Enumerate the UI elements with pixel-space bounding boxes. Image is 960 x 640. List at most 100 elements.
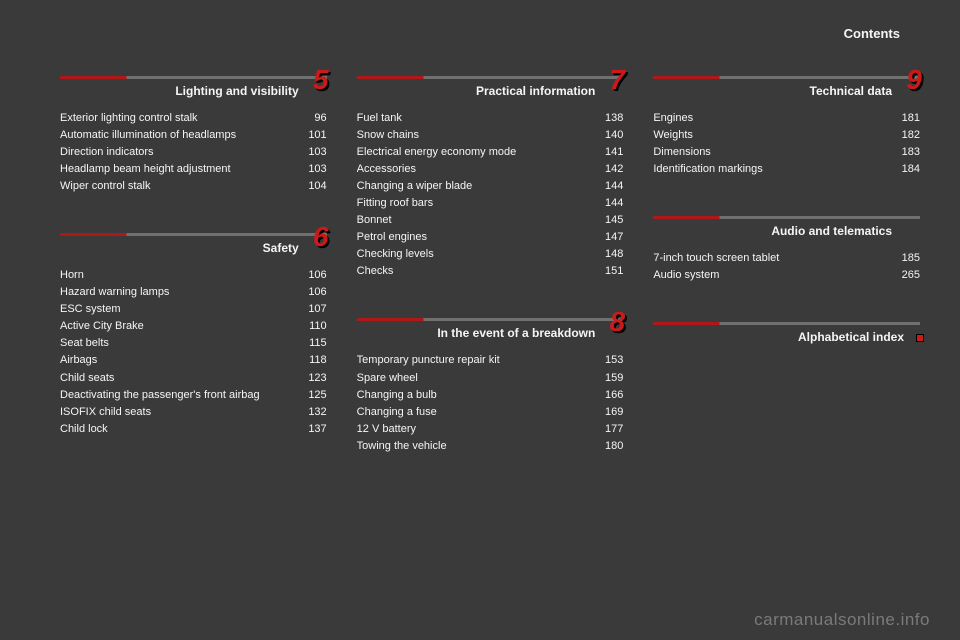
entry-label: 7-inch touch screen tablet [653,250,890,267]
section-header: In the event of a breakdown8 [357,312,624,342]
entry-label: Headlamp beam height adjustment [60,161,297,178]
toc-entry: 7-inch touch screen tablet185 [653,250,920,267]
entry-label: Petrol engines [357,229,594,246]
entry-label: ESC system [60,301,297,318]
section-divider [653,76,920,79]
section-header: Practical information7 [357,70,624,100]
toc-entry: Hazard warning lamps106 [60,284,327,301]
entry-label: Child lock [60,421,297,438]
entry-label: 12 V battery [357,421,594,438]
entry-label: Changing a fuse [357,404,594,421]
entry-page: 137 [297,421,327,438]
column: Practical information7 Fuel tank138Snow c… [357,70,624,487]
entry-page: 107 [297,301,327,318]
entry-page: 142 [593,161,623,178]
section-header: Safety6 [60,227,327,257]
toc-section: Technical data9 Engines181Weights182Dimen… [653,70,920,178]
section-entries: Fuel tank138Snow chains140Electrical ene… [357,110,624,280]
section-number: 8 [603,308,631,336]
entry-page: 159 [593,370,623,387]
entry-page: 180 [593,438,623,455]
entry-page: 147 [593,229,623,246]
entry-label: Fitting roof bars [357,195,594,212]
toc-entry: Bonnet145 [357,212,624,229]
toc-entry: Child lock137 [60,421,327,438]
toc-entry: Automatic illumination of headlamps101 [60,127,327,144]
section-divider [60,76,327,79]
entry-page: 123 [297,370,327,387]
section-entries: Horn106Hazard warning lamps106ESC system… [60,267,327,437]
toc-entry: Engines181 [653,110,920,127]
entry-label: Horn [60,267,297,284]
toc-section: Alphabetical index [653,316,920,346]
entry-label: Dimensions [653,144,890,161]
toc-entry: Wiper control stalk104 [60,178,327,195]
section-entries: 7-inch touch screen tablet185Audio syste… [653,250,920,284]
entry-page: 145 [593,212,623,229]
section-entries: Engines181Weights182Dimensions183Identif… [653,110,920,178]
column: Technical data9 Engines181Weights182Dimen… [653,70,920,487]
toc-entry: Fuel tank138 [357,110,624,127]
toc-entry: Spare wheel159 [357,370,624,387]
entry-label: Active City Brake [60,318,297,335]
entry-label: Changing a wiper blade [357,178,594,195]
toc-entry: Electrical energy economy mode141 [357,144,624,161]
section-number: 6 [307,223,335,251]
section-title: Technical data [810,84,892,98]
section-divider [357,318,624,321]
toc-entry: Airbags118 [60,352,327,369]
entry-page: 104 [297,178,327,195]
entry-label: Temporary puncture repair kit [357,352,594,369]
toc-entry: Seat belts115 [60,335,327,352]
toc-entry: Child seats123 [60,370,327,387]
entry-page: 101 [297,127,327,144]
page-title: Contents [844,26,900,41]
entry-label: Snow chains [357,127,594,144]
entry-page: 184 [890,161,920,178]
entry-page: 110 [297,318,327,335]
entry-label: Accessories [357,161,594,178]
section-header: Alphabetical index [653,316,920,346]
toc-entry: Accessories142 [357,161,624,178]
entry-page: 265 [890,267,920,284]
toc-entry: Temporary puncture repair kit153 [357,352,624,369]
toc-entry: Dimensions183 [653,144,920,161]
entry-label: Spare wheel [357,370,594,387]
toc-entry: Weights182 [653,127,920,144]
entry-label: Engines [653,110,890,127]
toc-entry: Petrol engines147 [357,229,624,246]
toc-entry: Snow chains140 [357,127,624,144]
entry-label: Towing the vehicle [357,438,594,455]
entry-label: Bonnet [357,212,594,229]
section-entries: Temporary puncture repair kit153Spare wh… [357,352,624,454]
entry-page: 151 [593,263,623,280]
toc-entry: Identification markings184 [653,161,920,178]
entry-page: 181 [890,110,920,127]
section-title: Audio and telematics [771,224,892,238]
toc-entry: ESC system107 [60,301,327,318]
toc-entry: Checks151 [357,263,624,280]
toc-entry: Checking levels148 [357,246,624,263]
section-header: Technical data9 [653,70,920,100]
section-title: Lighting and visibility [175,84,298,98]
entry-page: 185 [890,250,920,267]
entry-page: 103 [297,161,327,178]
entry-page: 106 [297,267,327,284]
entry-page: 144 [593,178,623,195]
entry-label: Changing a bulb [357,387,594,404]
toc-section: Lighting and visibility5Exterior lightin… [60,70,327,195]
section-header: Audio and telematics [653,210,920,240]
entry-page: 141 [593,144,623,161]
toc-section: Safety6 Horn106Hazard warning lamps106ESC… [60,227,327,437]
toc-entry: Deactivating the passenger's front airba… [60,387,327,404]
entry-label: Identification markings [653,161,890,178]
toc-entry: Exterior lighting control stalk96 [60,110,327,127]
toc-entry: Changing a bulb166 [357,387,624,404]
entry-label: Audio system [653,267,890,284]
entry-label: Exterior lighting control stalk [60,110,297,127]
entry-page: 115 [297,335,327,352]
entry-page: 166 [593,387,623,404]
entry-page: 144 [593,195,623,212]
section-number: 9 [900,66,928,94]
entry-label: Seat belts [60,335,297,352]
